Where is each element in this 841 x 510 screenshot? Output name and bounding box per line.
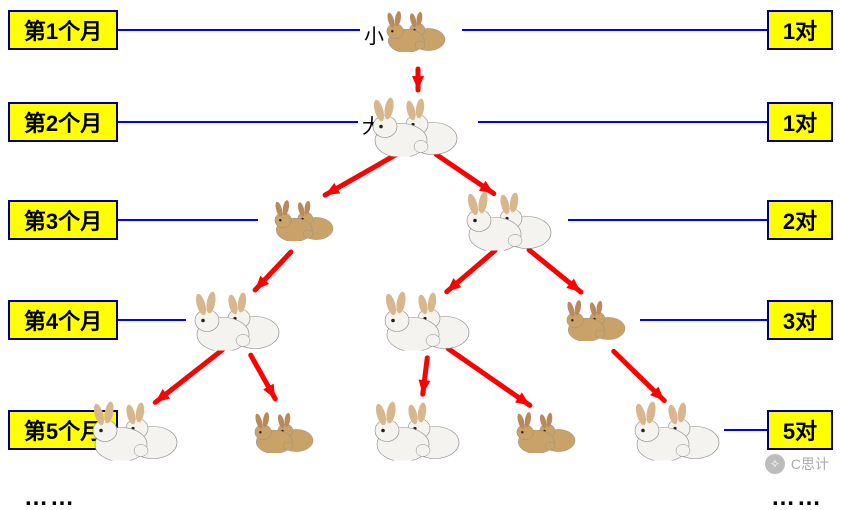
rabbit-pair-big-icon [371,95,465,162]
count-box-3: 2对 [767,200,833,240]
rabbit-pair-big-icon [383,289,477,356]
count-label: 2对 [783,204,817,236]
watermark-text: C思计 [791,454,829,474]
count-box-2: 1对 [767,102,833,142]
rabbit-pair-big-icon [465,189,559,256]
watermark: ✧ C思计 [765,454,829,474]
rabbit-pair-small-icon [385,9,451,57]
rabbit-pair-small-icon [565,298,631,346]
count-label: 1对 [783,14,817,46]
month-box-3: 第3个月 [8,200,118,240]
watermark-icon: ✧ [765,454,785,474]
count-label: 1对 [783,106,817,138]
count-box-4: 3对 [767,300,833,340]
month-label: 第3个月 [24,204,102,236]
rabbit-pair-big-icon [193,289,287,356]
rabbit-pair-big-icon [373,399,467,466]
rabbit-pair-small-icon [253,410,319,458]
rabbit-pair-big-icon [91,399,185,466]
ellipsis-right: …… [771,484,823,510]
diagram-stage: 第1个月 第2个月 第3个月 第4个月 第5个月 1对 1对 2对 3对 5对 … [0,0,841,510]
rabbit-pair-big-icon [633,399,727,466]
count-box-5: 5对 [767,410,833,450]
ellipsis-left: …… [24,484,76,510]
rabbit-pair-small-icon [515,410,581,458]
month-label: 第1个月 [24,14,102,46]
month-label: 第2个月 [24,106,102,138]
month-box-4: 第4个月 [8,300,118,340]
month-box-2: 第2个月 [8,102,118,142]
count-label: 5对 [783,414,817,446]
count-label: 3对 [783,304,817,336]
small-label: 小 [364,20,384,49]
count-box-1: 1对 [767,10,833,50]
month-label: 第4个月 [24,304,102,336]
month-box-1: 第1个月 [8,10,118,50]
rabbit-pair-small-icon [273,198,339,246]
